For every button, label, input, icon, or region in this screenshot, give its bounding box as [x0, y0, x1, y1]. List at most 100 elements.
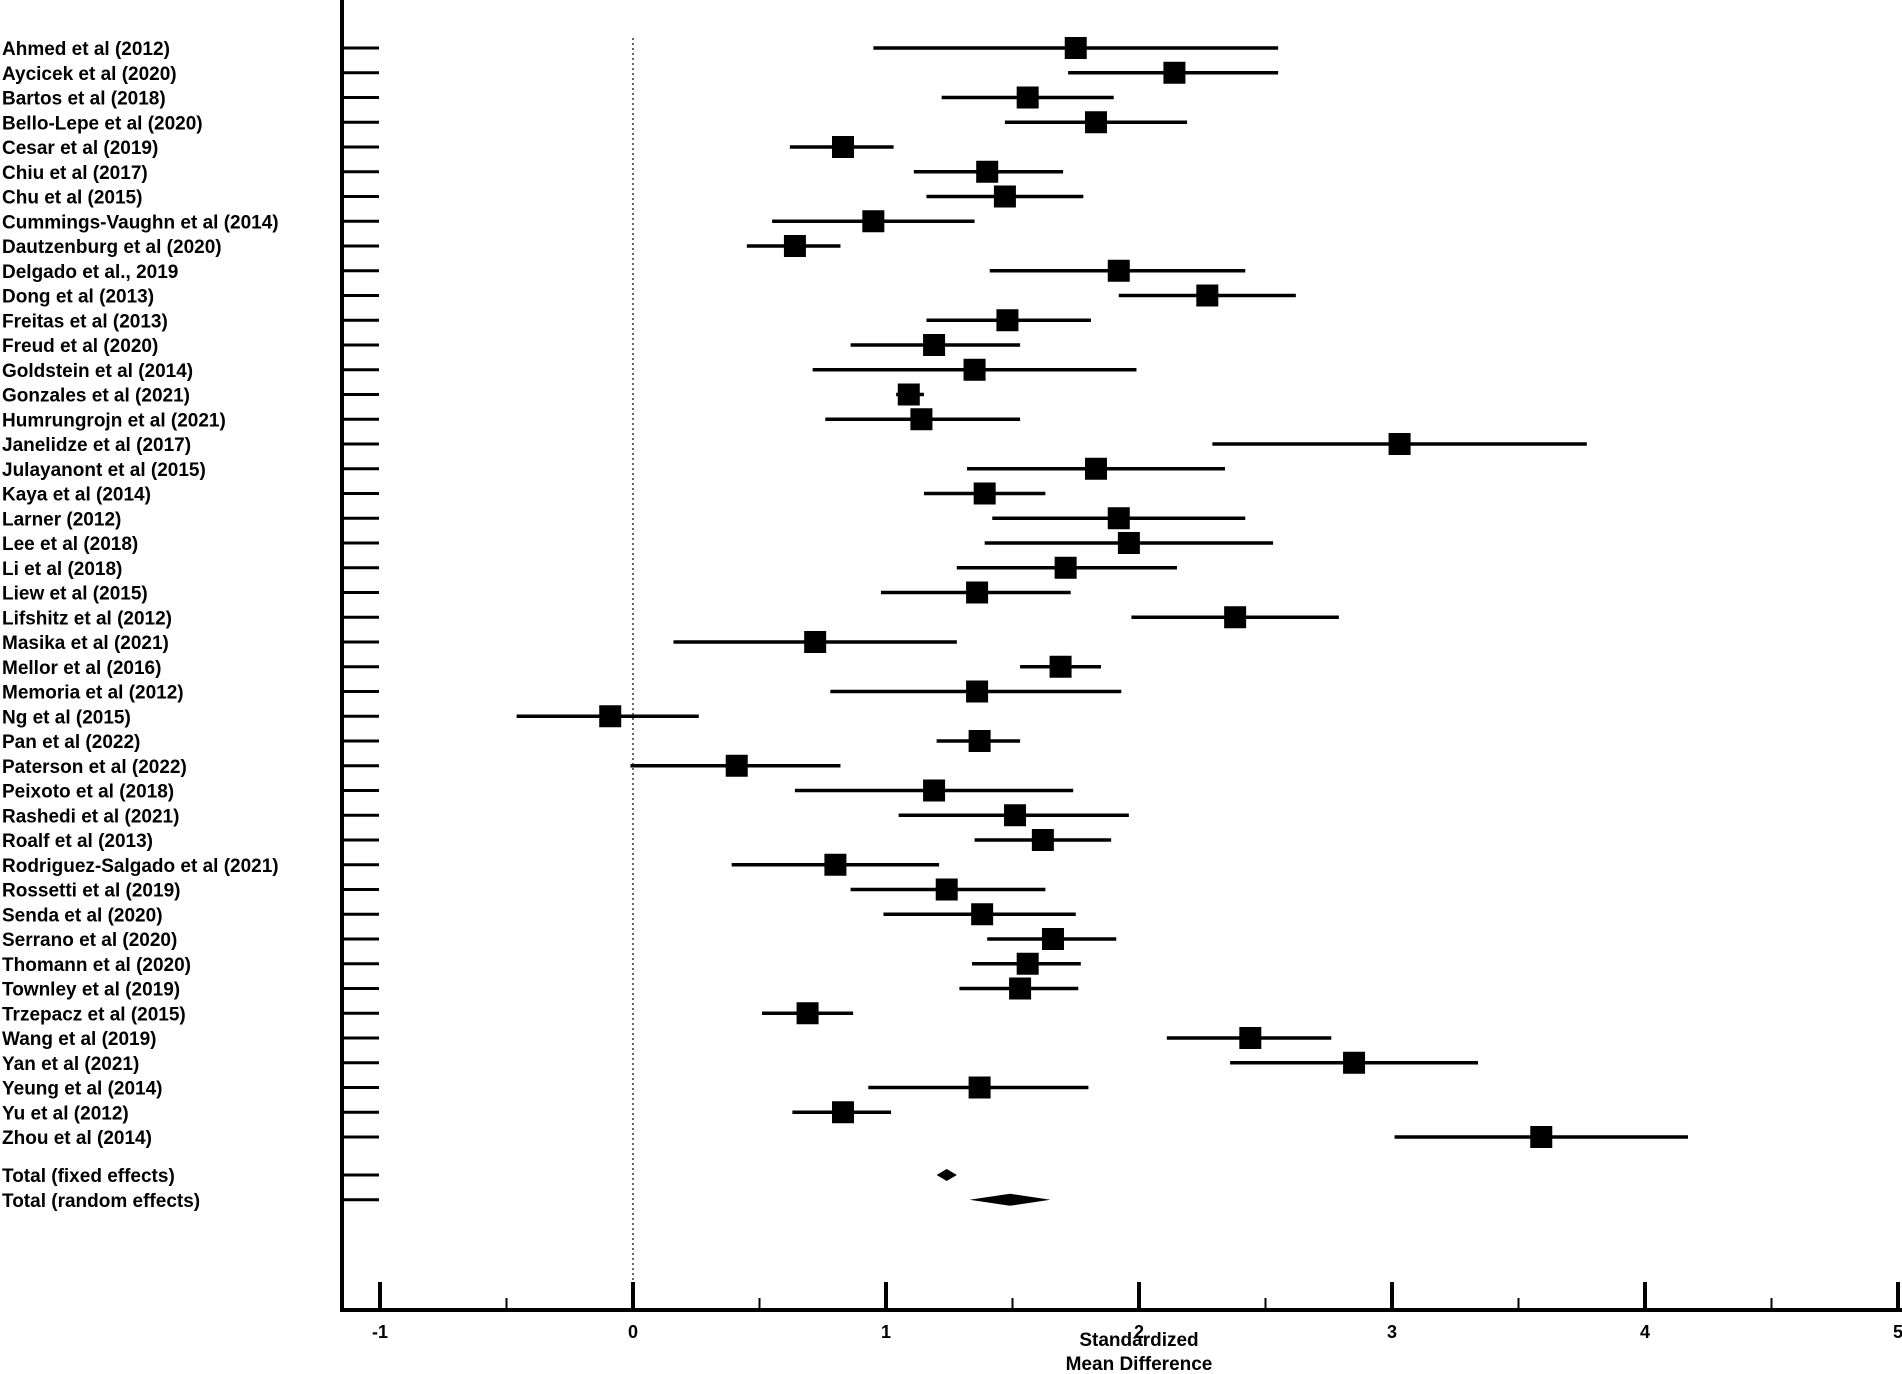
study-label: Yu et al (2012) [2, 1103, 129, 1124]
point-estimate [971, 903, 994, 926]
study-label: Lee et al (2018) [2, 534, 138, 555]
point-estimate [976, 160, 999, 183]
point-estimate [1084, 457, 1107, 480]
study-label: Wang et al (2019) [2, 1029, 157, 1050]
point-estimate [935, 878, 958, 901]
point-estimate [1107, 259, 1130, 282]
point-estimate [968, 730, 991, 752]
study-label: Dautzenburg et al (2020) [2, 237, 222, 258]
study-label: Paterson et al (2022) [2, 757, 187, 778]
point-estimate [1016, 86, 1039, 109]
study-label: Julayanont et al (2015) [2, 460, 206, 481]
study-label: Bello-Lepe et al (2020) [2, 113, 203, 134]
point-estimate [966, 581, 989, 604]
study-label: Freud et al (2020) [2, 336, 158, 357]
x-tick-label: 4 [1640, 1322, 1650, 1342]
x-axis-title-line: Standardized [1079, 1330, 1198, 1351]
pooled-estimate-diamond [936, 1169, 957, 1181]
point-estimate [862, 210, 885, 233]
point-estimate [1224, 606, 1247, 629]
x-axis: -1 0 1 2 3 4 5 [340, 0, 1902, 1342]
point-estimate [1239, 1027, 1262, 1049]
study-label: Peixoto et al (2018) [2, 782, 174, 803]
study-label: Cesar et al (2019) [2, 138, 158, 159]
point-estimate [1004, 804, 1027, 827]
point-estimate [1016, 952, 1039, 975]
point-estimate [968, 1076, 991, 1099]
study-labels: Ahmed et al (2012) Aycicek et al (2020) Ba… [2, 39, 279, 1212]
x-tick-label: 0 [628, 1322, 638, 1342]
point-estimate [993, 185, 1016, 208]
study-label: Rashedi et al (2021) [2, 806, 179, 827]
point-estimate [1117, 532, 1140, 554]
point-estimate [1196, 284, 1219, 307]
plot-marks [516, 37, 1689, 1206]
point-estimate [966, 680, 989, 703]
point-estimate [1064, 37, 1087, 59]
study-label: Rossetti et al (2019) [2, 881, 180, 902]
point-estimate [796, 1002, 819, 1025]
study-label: Delgado et al., 2019 [2, 262, 178, 283]
point-estimate [725, 754, 748, 777]
x-axis-title-line: Mean Difference [1066, 1354, 1213, 1374]
x-tick-label: 5 [1893, 1322, 1902, 1342]
study-label: Pan et al (2022) [2, 732, 140, 753]
point-estimate [1049, 655, 1072, 678]
study-label: Gonzales et al (2021) [2, 386, 190, 407]
study-label: Chu et al (2015) [2, 188, 142, 209]
point-estimate [831, 136, 854, 158]
x-tick-label: 3 [1387, 1322, 1397, 1342]
pooled-estimate-diamond [969, 1193, 1051, 1206]
point-estimate [897, 383, 920, 406]
study-label: Dong et al (2013) [2, 287, 154, 308]
point-estimate [996, 309, 1019, 332]
study-label: Cummings-Vaughn et al (2014) [2, 212, 279, 233]
point-estimate [1084, 111, 1107, 134]
study-label: Larner (2012) [2, 509, 121, 530]
study-label: Rodriguez-Salgado et al (2021) [2, 856, 279, 877]
x-tick-label: 1 [881, 1322, 891, 1342]
point-estimate [1041, 928, 1064, 950]
study-label: Memoria et al (2012) [2, 683, 184, 704]
point-estimate [973, 482, 996, 505]
study-label: Humrungrojn et al (2021) [2, 410, 226, 431]
x-axis-title: Standardized Mean Difference [1066, 1330, 1213, 1374]
study-label: Roalf et al (2013) [2, 831, 153, 852]
study-label: Kaya et al (2014) [2, 485, 151, 506]
point-estimate [831, 1101, 854, 1124]
point-estimate [1343, 1051, 1366, 1074]
point-estimate [1107, 507, 1130, 530]
total-label: Total (fixed effects) [2, 1166, 175, 1187]
study-label: Freitas et al (2013) [2, 311, 168, 332]
point-estimate [1388, 433, 1411, 455]
study-label: Bartos et al (2018) [2, 89, 166, 110]
point-estimate [1031, 829, 1054, 851]
study-label: Ahmed et al (2012) [2, 39, 170, 60]
point-estimate [599, 705, 622, 728]
point-estimate [923, 334, 946, 356]
point-estimate [1163, 61, 1186, 84]
point-estimate [963, 358, 986, 381]
study-label: Li et al (2018) [2, 559, 122, 580]
study-label: Lifshitz et al (2012) [2, 608, 172, 629]
study-label: Masika et al (2021) [2, 633, 169, 654]
study-label: Townley et al (2019) [2, 980, 180, 1001]
point-estimate [910, 408, 933, 431]
point-estimate [1009, 977, 1032, 1000]
point-estimate [1054, 556, 1077, 579]
study-label: Goldstein et al (2014) [2, 361, 193, 382]
x-tick-label: 2 [1134, 1322, 1144, 1342]
point-estimate [824, 853, 847, 876]
study-label: Serrano et al (2020) [2, 930, 177, 951]
study-label: Liew et al (2015) [2, 584, 148, 605]
study-label: Thomann et al (2020) [2, 955, 191, 976]
study-label: Zhou et al (2014) [2, 1128, 152, 1149]
study-label: Ng et al (2015) [2, 707, 131, 728]
study-label: Chiu et al (2017) [2, 163, 148, 184]
study-label: Senda et al (2020) [2, 905, 163, 926]
total-label: Total (random effects) [2, 1191, 200, 1212]
point-estimate [804, 631, 827, 653]
study-label: Yeung et al (2014) [2, 1079, 163, 1100]
point-estimate [923, 779, 946, 802]
